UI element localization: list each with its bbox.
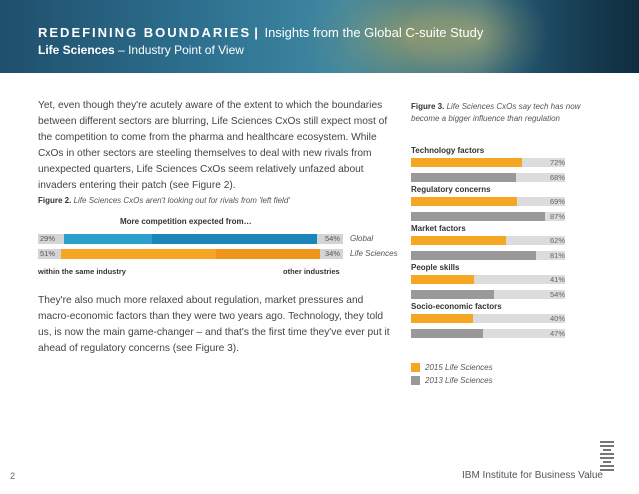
figure3-value-label: 81% xyxy=(549,251,565,260)
figure2-category-life-sciences: Life Sciences xyxy=(350,249,398,258)
figure3-value-label: 87% xyxy=(549,212,565,221)
figure3-bar-2013 xyxy=(411,212,545,221)
banner-shade xyxy=(480,0,639,73)
body-paragraph-1: Yet, even though they're acutely aware o… xyxy=(38,100,388,191)
figure2-seg-global-right xyxy=(152,234,318,244)
figure3-value-label: 54% xyxy=(549,290,565,299)
figure2-label-ls-left: 51% xyxy=(40,249,56,258)
figure3-caption-line1: Life Sciences CxOs say tech has now xyxy=(446,102,581,111)
figure2-label-ls-right: 34% xyxy=(324,249,340,258)
legend-label-2013: 2013 Life Sciences xyxy=(425,376,493,385)
figure2-caption: Figure 2. Life Sciences CxOs aren't look… xyxy=(38,196,290,205)
figure3-bar-2015 xyxy=(411,197,518,206)
figure2-seg-ls-left xyxy=(60,249,217,259)
body-paragraph-2: They're also much more relaxed about reg… xyxy=(38,295,390,354)
figure3-value-label: 62% xyxy=(549,236,565,245)
figure3-value-label: 47% xyxy=(549,329,565,338)
figure3-bar-2015 xyxy=(411,314,473,323)
subtitle-rest: – Industry Point of View xyxy=(118,43,244,57)
title-bold: REDEFINING BOUNDARIES xyxy=(38,25,252,40)
figure2-bar-life-sciences: 51% 34% xyxy=(38,249,343,259)
figure2-caption-text: Life Sciences CxOs aren't looking out fo… xyxy=(73,196,290,205)
title-rest: Insights from the Global C-suite Study xyxy=(264,25,484,40)
footer-brand: IBM Institute for Business Value xyxy=(462,470,603,481)
figure3-bar-2013 xyxy=(411,251,536,260)
figure3-value-label: 68% xyxy=(549,173,565,182)
figure3-value-label: 41% xyxy=(549,275,565,284)
figure3-bar-2013 xyxy=(411,329,484,338)
figure2-axis-right: other industries xyxy=(283,267,340,276)
document-title: REDEFINING BOUNDARIES | Insights from the… xyxy=(38,25,483,40)
figure3-category-label: Regulatory concerns xyxy=(411,185,491,194)
figure3-category-label: Socio-economic factors xyxy=(411,302,502,311)
figure2-label-global-right: 54% xyxy=(324,234,340,243)
document-subtitle: Life Sciences – Industry Point of View xyxy=(38,43,244,57)
figure3-value-label: 72% xyxy=(549,158,565,167)
figure2-seg-ls-right xyxy=(216,249,321,259)
figure3-bar-2015 xyxy=(411,275,475,284)
figure3-caption: Figure 3. Life Sciences CxOs say tech ha… xyxy=(411,101,580,125)
figure3-bar-track xyxy=(411,275,565,284)
figure3-bar-2013 xyxy=(411,173,516,182)
figure3-category-label: Market factors xyxy=(411,224,466,233)
legend-swatch-2013 xyxy=(411,376,420,385)
subtitle-bold: Life Sciences xyxy=(38,43,115,57)
figure3-category-label: Technology factors xyxy=(411,146,485,155)
figure2-chart-title: More competition expected from… xyxy=(120,217,252,226)
figure3-category-label: People skills xyxy=(411,263,460,272)
figure3-value-label: 40% xyxy=(549,314,565,323)
figure2-category-global: Global xyxy=(350,234,374,243)
figure2-seg-global-left xyxy=(63,234,153,244)
figure2-caption-number: Figure 2. xyxy=(38,196,72,205)
figure2-axis-left: within the same industry xyxy=(38,267,126,276)
figure3-bar-2013 xyxy=(411,290,495,299)
figure2-label-global-left: 29% xyxy=(40,234,56,243)
figure3-bar-2015 xyxy=(411,158,522,167)
figure3-value-label: 69% xyxy=(549,197,565,206)
figure2-bar-global: 29% 54% xyxy=(38,234,343,244)
figure3-bar-track xyxy=(411,314,565,323)
title-separator: | xyxy=(254,25,258,40)
figure3-caption-number: Figure 3. xyxy=(411,102,445,111)
page-number: 2 xyxy=(10,471,16,481)
figure3-caption-line2: become a bigger influence than regulatio… xyxy=(411,114,560,123)
figure3-bar-track xyxy=(411,329,565,338)
ibm-logo-icon xyxy=(600,441,614,471)
legend-swatch-2015 xyxy=(411,363,420,372)
header-banner: REDEFINING BOUNDARIES | Insights from the… xyxy=(0,0,639,73)
figure3-bar-2015 xyxy=(411,236,507,245)
legend-label-2015: 2015 Life Sciences xyxy=(425,363,493,372)
